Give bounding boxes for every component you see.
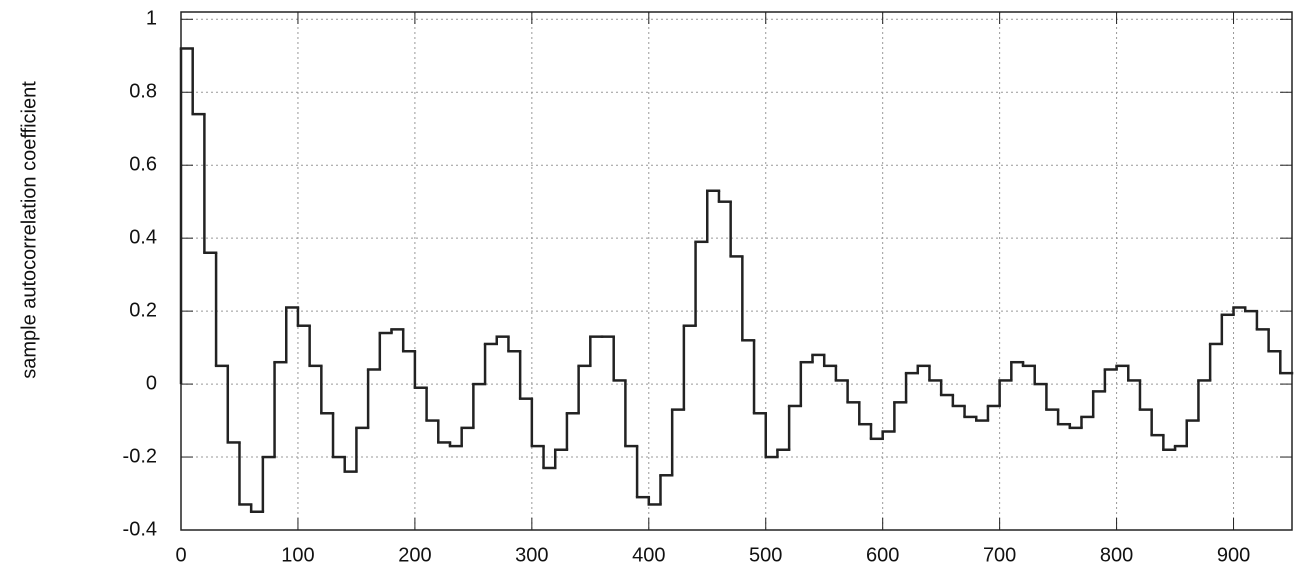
x-tick-label: 500 (749, 544, 782, 566)
x-tick-label: 800 (1100, 544, 1133, 566)
x-tick-label: 600 (866, 544, 899, 566)
x-tick-label: 900 (1217, 544, 1250, 566)
x-tick-label: 200 (398, 544, 431, 566)
y-axis-label: sample autocorrelation coefficient (18, 81, 40, 379)
y-tick-label: 0.8 (129, 81, 157, 103)
y-tick-label: 0 (146, 372, 157, 394)
plot-frame (180, 11, 1293, 531)
x-tick-label: 300 (515, 544, 548, 566)
y-tick-label: 0.4 (129, 226, 157, 248)
y-tick-label: -0.4 (123, 518, 157, 540)
y-tick-label: -0.2 (123, 445, 157, 467)
x-tick-label: 700 (983, 544, 1016, 566)
x-tick-label: 0 (175, 544, 186, 566)
y-tick-label: 1 (146, 8, 157, 30)
x-tick-label: 400 (632, 544, 665, 566)
y-tick-label: 0.2 (129, 299, 157, 321)
y-tick-label: 0.6 (129, 153, 157, 175)
x-tick-label: 100 (281, 544, 314, 566)
